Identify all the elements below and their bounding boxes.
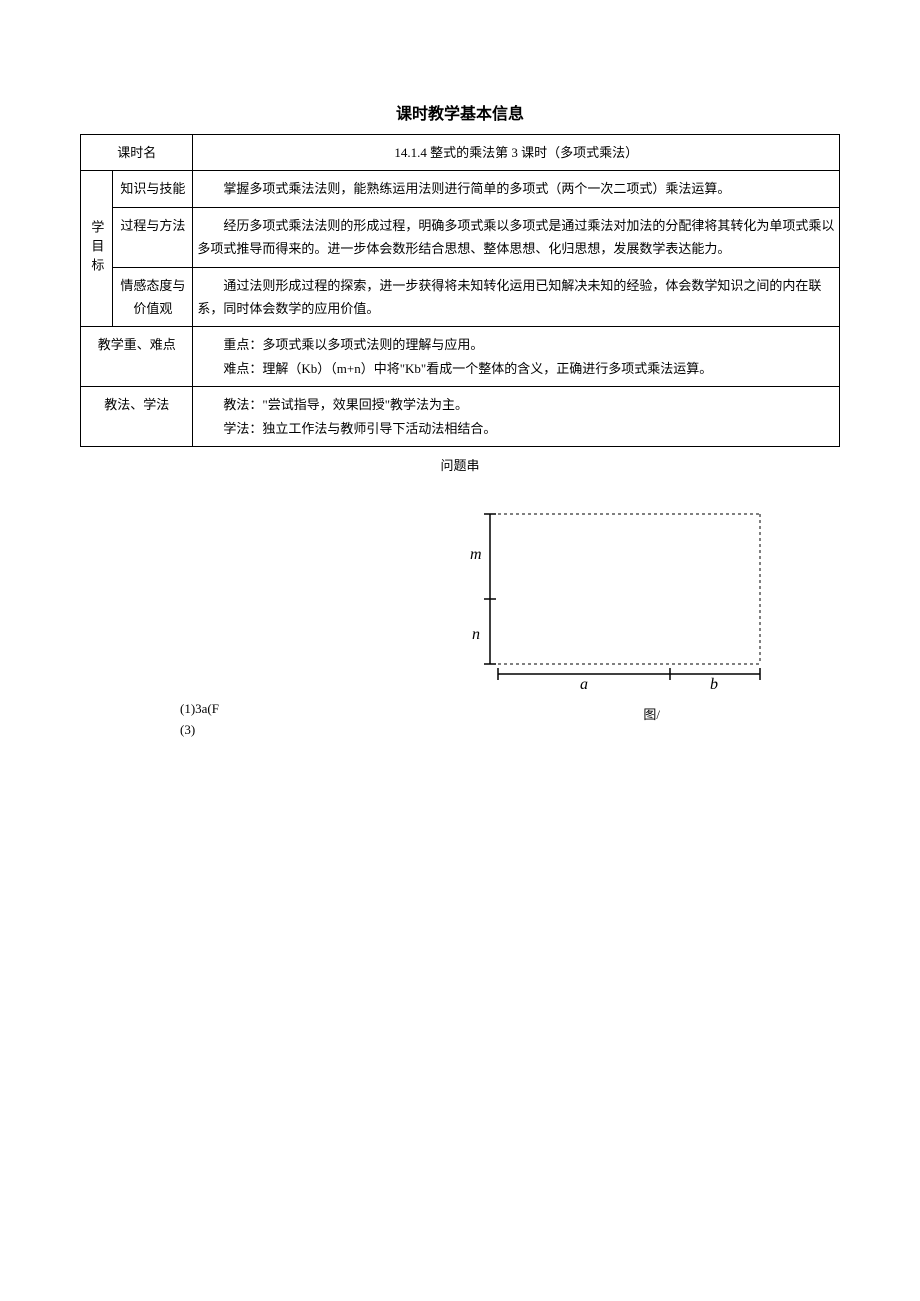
table-row: 教学重、难点 重点：多项式乘以多项式法则的理解与应用。 难点：理解（Kb）（m+… bbox=[81, 327, 840, 387]
knowledge-content: 掌握多项式乘法法则，能熟练运用法则进行简单的多项式（两个一次二项式）乘法运算。 bbox=[193, 171, 840, 207]
lesson-name-value: 14.1.4 整式的乘法第 3 课时（多项式乘法） bbox=[193, 135, 840, 171]
process-content: 经历多项式乘法法则的形成过程，明确多项式乘以多项式是通过乘法对加法的分配律将其转… bbox=[193, 207, 840, 267]
emotion-label: 情感态度与价值观 bbox=[113, 267, 193, 327]
emotion-content: 通过法则形成过程的探索，进一步获得将未知转化运用已知解决未知的经验，体会数学知识… bbox=[193, 267, 840, 327]
document-title: 课时教学基本信息 bbox=[80, 100, 840, 124]
methods-content: 教法："尝试指导，效果回授"教学法为主。 学法：独立工作法与教师引导下活动法相结… bbox=[193, 387, 840, 447]
question-section-title: 问题串 bbox=[80, 455, 840, 474]
lesson-info-table: 课时名 14.1.4 整式的乘法第 3 课时（多项式乘法） 学目标 知识与技能 … bbox=[80, 134, 840, 447]
keypoints-label: 教学重、难点 bbox=[81, 327, 193, 387]
diagram-area: m n a b (1)3a(F (3) 图/ bbox=[80, 504, 840, 754]
label-n: n bbox=[472, 626, 480, 643]
label-a: a bbox=[580, 676, 588, 693]
objectives-label: 学目标 bbox=[81, 171, 113, 327]
teaching-method: 教法："尝试指导，效果回授"教学法为主。 bbox=[197, 393, 835, 416]
process-label: 过程与方法 bbox=[113, 207, 193, 267]
label-b: b bbox=[710, 676, 718, 693]
label-m: m bbox=[470, 546, 482, 563]
table-row: 过程与方法 经历多项式乘法法则的形成过程，明确多项式乘以多项式是通过乘法对加法的… bbox=[81, 207, 840, 267]
question-item-3: (3) bbox=[180, 720, 219, 741]
methods-label: 教法、学法 bbox=[81, 387, 193, 447]
table-row: 学目标 知识与技能 掌握多项式乘法法则，能熟练运用法则进行简单的多项式（两个一次… bbox=[81, 171, 840, 207]
learning-method: 学法：独立工作法与教师引导下活动法相结合。 bbox=[197, 417, 835, 440]
lesson-name-label: 课时名 bbox=[81, 135, 193, 171]
knowledge-label: 知识与技能 bbox=[113, 171, 193, 207]
keypoints-content: 重点：多项式乘以多项式法则的理解与应用。 难点：理解（Kb）（m+n）中将"Kb… bbox=[193, 327, 840, 387]
question-items: (1)3a(F (3) bbox=[180, 699, 219, 741]
diagram-caption: 图/ bbox=[643, 704, 660, 723]
question-item-1: (1)3a(F bbox=[180, 699, 219, 720]
table-row: 教法、学法 教法："尝试指导，效果回授"教学法为主。 学法：独立工作法与教师引导… bbox=[81, 387, 840, 447]
rectangle-diagram: m n a b bbox=[460, 504, 780, 694]
keypoint-key: 重点：多项式乘以多项式法则的理解与应用。 bbox=[197, 333, 835, 356]
table-row: 情感态度与价值观 通过法则形成过程的探索，进一步获得将未知转化运用已知解决未知的… bbox=[81, 267, 840, 327]
table-row: 课时名 14.1.4 整式的乘法第 3 课时（多项式乘法） bbox=[81, 135, 840, 171]
keypoint-difficult: 难点：理解（Kb）（m+n）中将"Kb"看成一个整体的含义，正确进行多项式乘法运… bbox=[197, 357, 835, 380]
